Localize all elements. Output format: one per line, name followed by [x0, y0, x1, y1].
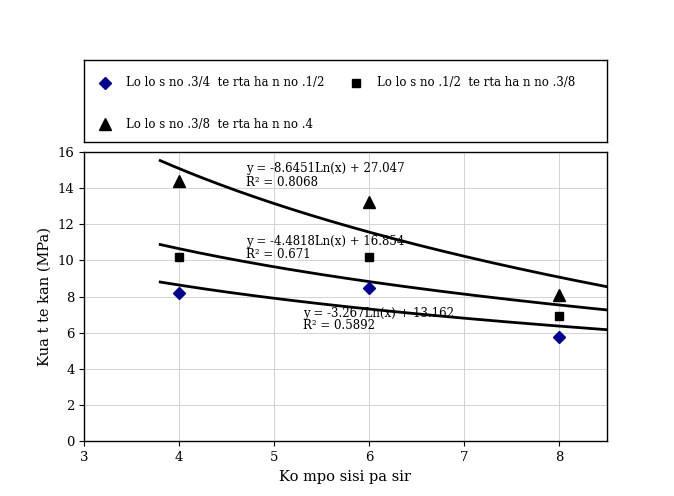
Text: R² = 0.5892: R² = 0.5892 — [303, 319, 375, 332]
Text: y = -8.6451Ln(x) + 27.047: y = -8.6451Ln(x) + 27.047 — [246, 163, 404, 176]
Text: y = -3.267Ln(x) + 13.162: y = -3.267Ln(x) + 13.162 — [303, 308, 454, 320]
Text: Lo lo s no .3/8  te rta ha n no .4: Lo lo s no .3/8 te rta ha n no .4 — [126, 118, 313, 130]
Text: R² = 0.671: R² = 0.671 — [246, 248, 310, 260]
Text: Lo lo s no .1/2  te rta ha n no .3/8: Lo lo s no .1/2 te rta ha n no .3/8 — [377, 76, 575, 89]
Text: y = -4.4818Ln(x) + 16.854: y = -4.4818Ln(x) + 16.854 — [246, 235, 404, 248]
Text: R² = 0.8068: R² = 0.8068 — [246, 176, 317, 189]
Y-axis label: Kua t te kan (MPa): Kua t te kan (MPa) — [38, 227, 52, 366]
Text: Lo lo s no .3/4  te rta ha n no .1/2: Lo lo s no .3/4 te rta ha n no .1/2 — [126, 76, 324, 89]
X-axis label: Ko mpo sisi pa sir: Ko mpo sisi pa sir — [280, 470, 411, 484]
